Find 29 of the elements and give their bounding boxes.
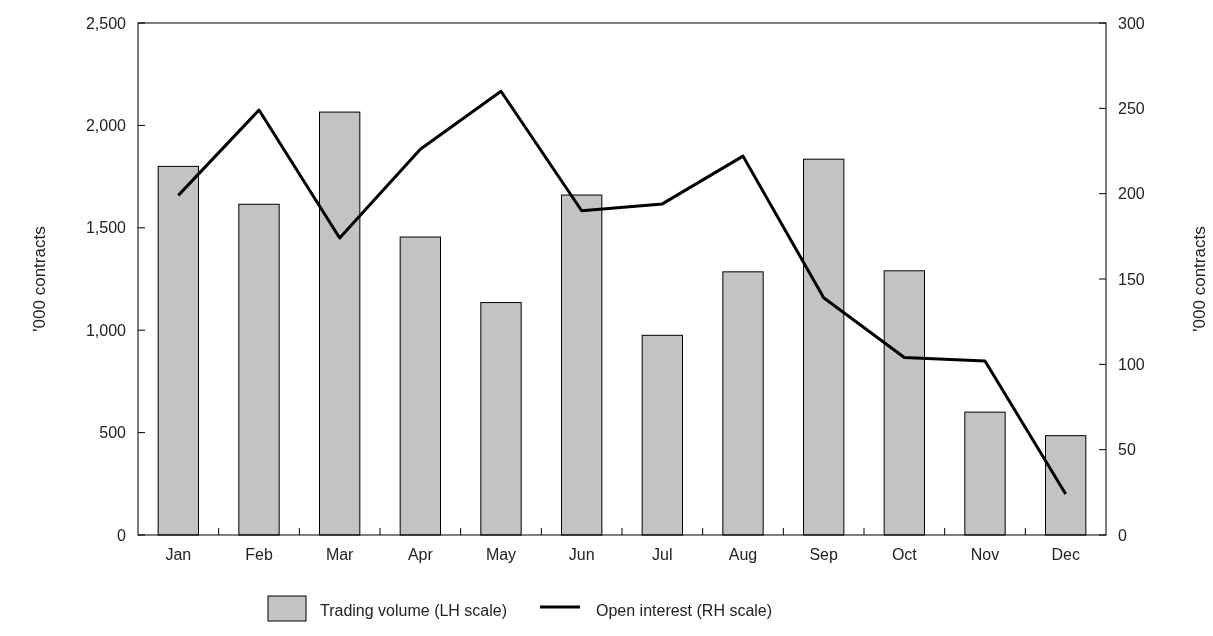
y2-tick-label: 200 — [1118, 185, 1145, 203]
x-tick-label: Jun — [568, 546, 595, 563]
y2-tick-label: 50 — [1118, 441, 1136, 459]
y2-tick-label: 0 — [1118, 526, 1127, 544]
legend-label: Open interest (RH scale) — [596, 602, 773, 619]
y-axis-title: '000 contracts — [30, 226, 49, 332]
x-tick-label: Jul — [652, 546, 673, 563]
y-tick-label: 2,500 — [85, 14, 127, 32]
y-tick-label: 2,000 — [85, 117, 127, 134]
y2-tick-label: 100 — [1118, 355, 1145, 373]
y2-tick-label: 150 — [1118, 270, 1145, 288]
x-tick-label: Nov — [970, 546, 1000, 563]
x-tick-label: Apr — [407, 546, 434, 563]
x-tick-label: Feb — [245, 546, 273, 563]
x-tick-label: Aug — [728, 546, 758, 563]
x-tick-label: Dec — [1051, 546, 1080, 563]
x-tick-label: Oct — [891, 546, 918, 563]
y2-tick-label: 250 — [1118, 99, 1145, 117]
y-tick-label: 0 — [117, 526, 127, 544]
x-tick-label: Jan — [165, 546, 192, 563]
y-tick-label: 500 — [99, 424, 127, 442]
y-tick-label: 1,000 — [85, 321, 127, 339]
y2-axis-title: '000 contracts — [1189, 226, 1209, 332]
x-tick-label: Mar — [325, 546, 355, 563]
x-tick-label: Sep — [809, 546, 838, 563]
y2-tick-label: 300 — [1118, 14, 1145, 32]
y-tick-label: 1,500 — [85, 219, 127, 237]
x-tick-label: May — [485, 546, 517, 563]
legend-label: Trading volume (LH scale) — [320, 602, 508, 619]
